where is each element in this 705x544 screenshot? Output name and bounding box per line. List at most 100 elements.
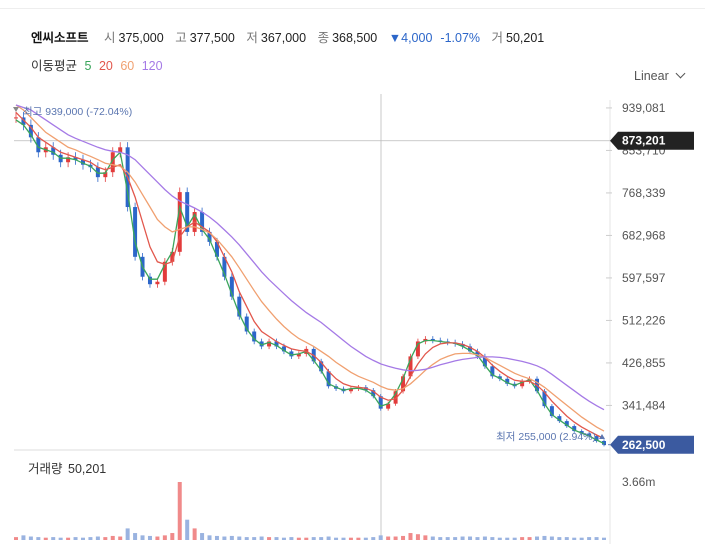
candle-body [564, 421, 569, 427]
volume-label: 거 [491, 31, 504, 45]
candle-body [80, 159, 85, 165]
candle-body [28, 124, 33, 138]
scale-dropdown[interactable]: Linear [634, 68, 686, 83]
candle-body [594, 436, 599, 442]
volume-bar [80, 537, 85, 540]
candle-body [415, 341, 420, 357]
candle-body [482, 356, 487, 367]
volume-bar [140, 535, 145, 540]
candle-body [103, 172, 108, 178]
volume-bar [133, 533, 138, 540]
ma-60-line [15, 104, 605, 432]
volume-bar [557, 537, 562, 540]
min-marker-icon [599, 434, 605, 439]
volume-panel-value: 50,201 [68, 462, 107, 476]
candle-body [490, 366, 495, 377]
candle-body [401, 376, 406, 392]
low-label: 저 [246, 31, 258, 45]
candle-body [430, 338, 435, 341]
candle-body [200, 212, 205, 232]
candle-body [326, 371, 331, 387]
candle-body [557, 416, 562, 422]
volume-bar [348, 537, 353, 540]
candle-body [281, 346, 286, 352]
volume-bar [401, 535, 406, 540]
candle-body [73, 157, 78, 160]
y-tick-label: 597,597 [622, 271, 666, 285]
ma-legend-20[interactable]: 20 [98, 59, 113, 73]
candle-body [572, 426, 577, 432]
candle-body [162, 261, 167, 282]
stock-header: 엔씨소프트 시 375,000 고 377,500 저 367,000 종 368,50… [31, 27, 552, 46]
candle-body [505, 378, 510, 384]
volume-bar [103, 537, 108, 540]
volume-bar [490, 537, 495, 540]
volume-bar [482, 536, 487, 540]
candle-body [274, 341, 279, 347]
volume-bar [244, 537, 249, 540]
candle-body [222, 256, 227, 277]
ma-legend-5[interactable]: 5 [84, 59, 92, 73]
volume-bar [170, 533, 175, 540]
volume-bar [512, 537, 517, 540]
scale-label: Linear [634, 69, 669, 83]
volume-bar [214, 535, 219, 540]
volume-bar [378, 535, 383, 540]
candle-body [386, 403, 391, 409]
crosshair-value-badge [610, 131, 694, 150]
stock-name: 엔씨소프트 [31, 31, 89, 45]
volume-bar [88, 537, 93, 540]
volume-bar [185, 519, 190, 540]
volume-bar [73, 537, 78, 540]
candle-body [542, 391, 547, 407]
volume-bar [415, 534, 420, 540]
y-tick-label: 768,339 [622, 186, 666, 200]
candle-body [296, 353, 301, 357]
high-label: 고 [175, 31, 187, 45]
max-annotation: 최고 939,000 (-72.04%) [23, 106, 132, 118]
current-price-badge [610, 435, 694, 454]
volume-bar [423, 535, 428, 540]
ma-20-line [15, 111, 605, 440]
y-tick-label: 512,226 [622, 313, 666, 327]
volume-bar [386, 536, 391, 540]
volume-bar [549, 536, 554, 540]
candle-body [252, 331, 257, 342]
candle-body [36, 137, 41, 153]
volume-bar [21, 535, 26, 540]
volume-bar [356, 537, 361, 540]
y-tick-label: 939,081 [622, 101, 666, 115]
volume-bar [393, 536, 398, 540]
volume-bar [95, 536, 100, 540]
ma-legend-120[interactable]: 120 [141, 59, 163, 73]
candle-body [21, 117, 26, 125]
volume-bar [259, 536, 264, 540]
y-tick-label: 426,855 [622, 356, 666, 370]
candle-body [237, 296, 242, 317]
volume-bar [602, 537, 606, 540]
volume-bar [445, 537, 450, 540]
high-value: 377,500 [189, 31, 235, 45]
close-value: 368,500 [332, 31, 378, 45]
volume-bar [155, 536, 160, 540]
candle-body [475, 351, 480, 357]
max-marker-icon [13, 107, 19, 112]
y-tick-label: 341,484 [622, 398, 666, 412]
volume-bar [497, 537, 502, 540]
volume-bar [460, 536, 465, 540]
ma-legend-label: 이동평균 [31, 59, 78, 73]
volume-bar [58, 537, 63, 540]
volume-bar [125, 528, 130, 540]
volume-bar [147, 535, 152, 540]
volume-bar [475, 537, 480, 540]
ma-legend-60[interactable]: 60 [120, 59, 135, 73]
candle-body [393, 391, 398, 404]
candle-body [95, 167, 100, 178]
volume-bar [252, 537, 257, 540]
volume-bar [177, 482, 182, 540]
volume-bar [296, 537, 301, 540]
volume-bar [520, 537, 525, 540]
candle-body [289, 351, 294, 357]
volume-bar [438, 537, 443, 540]
